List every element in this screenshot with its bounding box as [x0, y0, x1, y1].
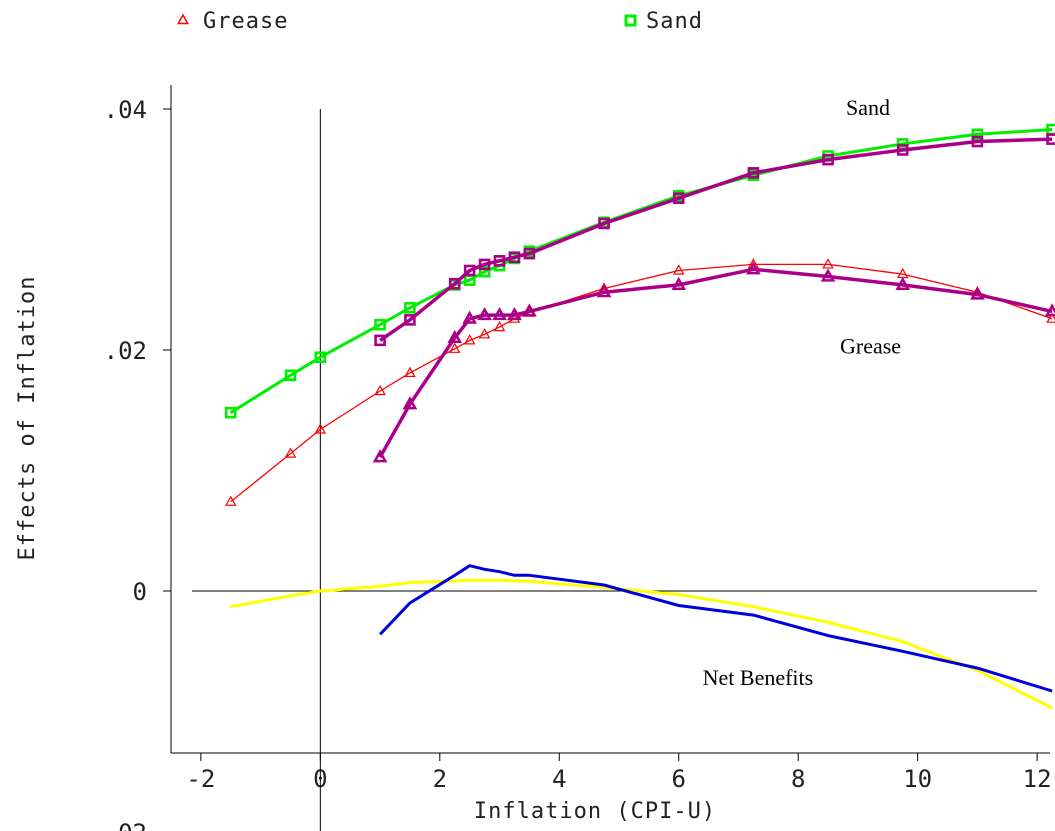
data-point	[374, 318, 386, 331]
data-point	[477, 306, 492, 321]
axes: -2 0 2 4 6 8 10 12 -.02 0 .02 .04 Inflation (CPI-U…	[15, 85, 1052, 831]
data-point	[284, 369, 297, 382]
data-point	[895, 276, 911, 291]
legend-item-sand: Sand	[624, 9, 703, 34]
annotation-net-benefits: Net Benefits	[703, 665, 814, 690]
data-point	[374, 384, 386, 396]
x-tick-label: 8	[791, 765, 805, 793]
data-point	[746, 261, 761, 275]
series-sand-thick	[374, 133, 1055, 347]
data-point	[522, 303, 537, 317]
data-point	[448, 342, 461, 353]
data-point	[478, 328, 491, 339]
y-tick-label: .04	[104, 96, 147, 124]
data-point	[463, 264, 476, 277]
data-point	[493, 320, 506, 332]
data-point	[478, 265, 491, 278]
data-point	[508, 251, 521, 264]
x-axis-title: Inflation (CPI-U)	[474, 799, 716, 824]
series-line-net-benefits	[379, 564, 1053, 693]
data-point	[971, 135, 984, 148]
data-point	[314, 423, 327, 434]
data-point	[374, 334, 386, 347]
data-point	[822, 153, 834, 166]
x-tick-label: 12	[1023, 765, 1052, 793]
data-point	[463, 334, 476, 345]
y-tick-label: .02	[104, 337, 147, 365]
x-tick-label: 6	[672, 765, 686, 793]
data-point	[596, 284, 612, 298]
y-tick-label: 0	[133, 578, 147, 606]
series-net-benefits-smooth	[230, 578, 1053, 710]
data-point	[523, 247, 536, 260]
data-point	[820, 268, 836, 282]
legend-item-grease: Grease	[176, 9, 288, 34]
data-point	[672, 192, 685, 204]
x-tick-label: 4	[552, 765, 566, 793]
data-point	[404, 366, 416, 377]
legend-label-sand: Sand	[646, 9, 703, 34]
data-point	[478, 258, 491, 271]
data-point	[507, 306, 522, 321]
legend: Grease Sand	[176, 9, 703, 34]
series-line-sand-thick	[379, 137, 1053, 342]
data-point	[971, 128, 984, 141]
x-tick-label: 10	[903, 765, 932, 793]
series-grease-thick	[372, 261, 1055, 463]
data-point	[598, 217, 610, 230]
annotations: Sand Grease Net Benefits	[703, 95, 901, 690]
data-point	[1046, 133, 1055, 145]
data-point	[314, 351, 327, 364]
data-point	[672, 264, 685, 275]
data-point	[284, 447, 297, 458]
series-line-grease-thick	[378, 267, 1053, 459]
series-line-net-benefits-smooth	[230, 578, 1053, 710]
data-point	[822, 258, 834, 269]
data-point	[970, 286, 985, 300]
series-sand-thin	[224, 123, 1055, 419]
series-line-grease-thin	[230, 263, 1053, 503]
x-tick-label: -2	[186, 765, 215, 793]
series-line-sand-thin	[229, 128, 1053, 414]
plot-series	[224, 123, 1055, 710]
data-point	[896, 144, 909, 156]
x-ticks: -2 0 2 4 6 8 10 12	[186, 753, 1052, 793]
data-point	[448, 277, 461, 290]
data-point	[224, 406, 237, 419]
data-point	[372, 449, 388, 463]
series-grease-thin	[224, 258, 1055, 506]
data-point	[447, 329, 463, 344]
x-tick-label: 2	[433, 765, 447, 793]
y-axis-title: Effects of Inflation	[15, 276, 40, 561]
data-point	[493, 255, 506, 267]
legend-marker-sand	[624, 14, 637, 27]
data-point	[462, 310, 478, 324]
y-tick-label: -.02	[89, 819, 147, 831]
data-point	[404, 302, 416, 314]
legend-label-grease: Grease	[203, 9, 288, 34]
data-point	[402, 396, 418, 410]
data-point	[671, 276, 687, 291]
data-point	[492, 306, 507, 321]
annotation-grease: Grease	[840, 334, 901, 359]
legend-marker-grease	[176, 13, 190, 25]
data-point	[1046, 312, 1055, 323]
data-point	[224, 495, 237, 506]
y-ticks: -.02 0 .02 .04	[89, 96, 171, 831]
data-point	[404, 314, 416, 326]
data-point	[747, 167, 760, 179]
annotation-sand: Sand	[846, 95, 890, 120]
series-net-benefits	[379, 564, 1053, 693]
